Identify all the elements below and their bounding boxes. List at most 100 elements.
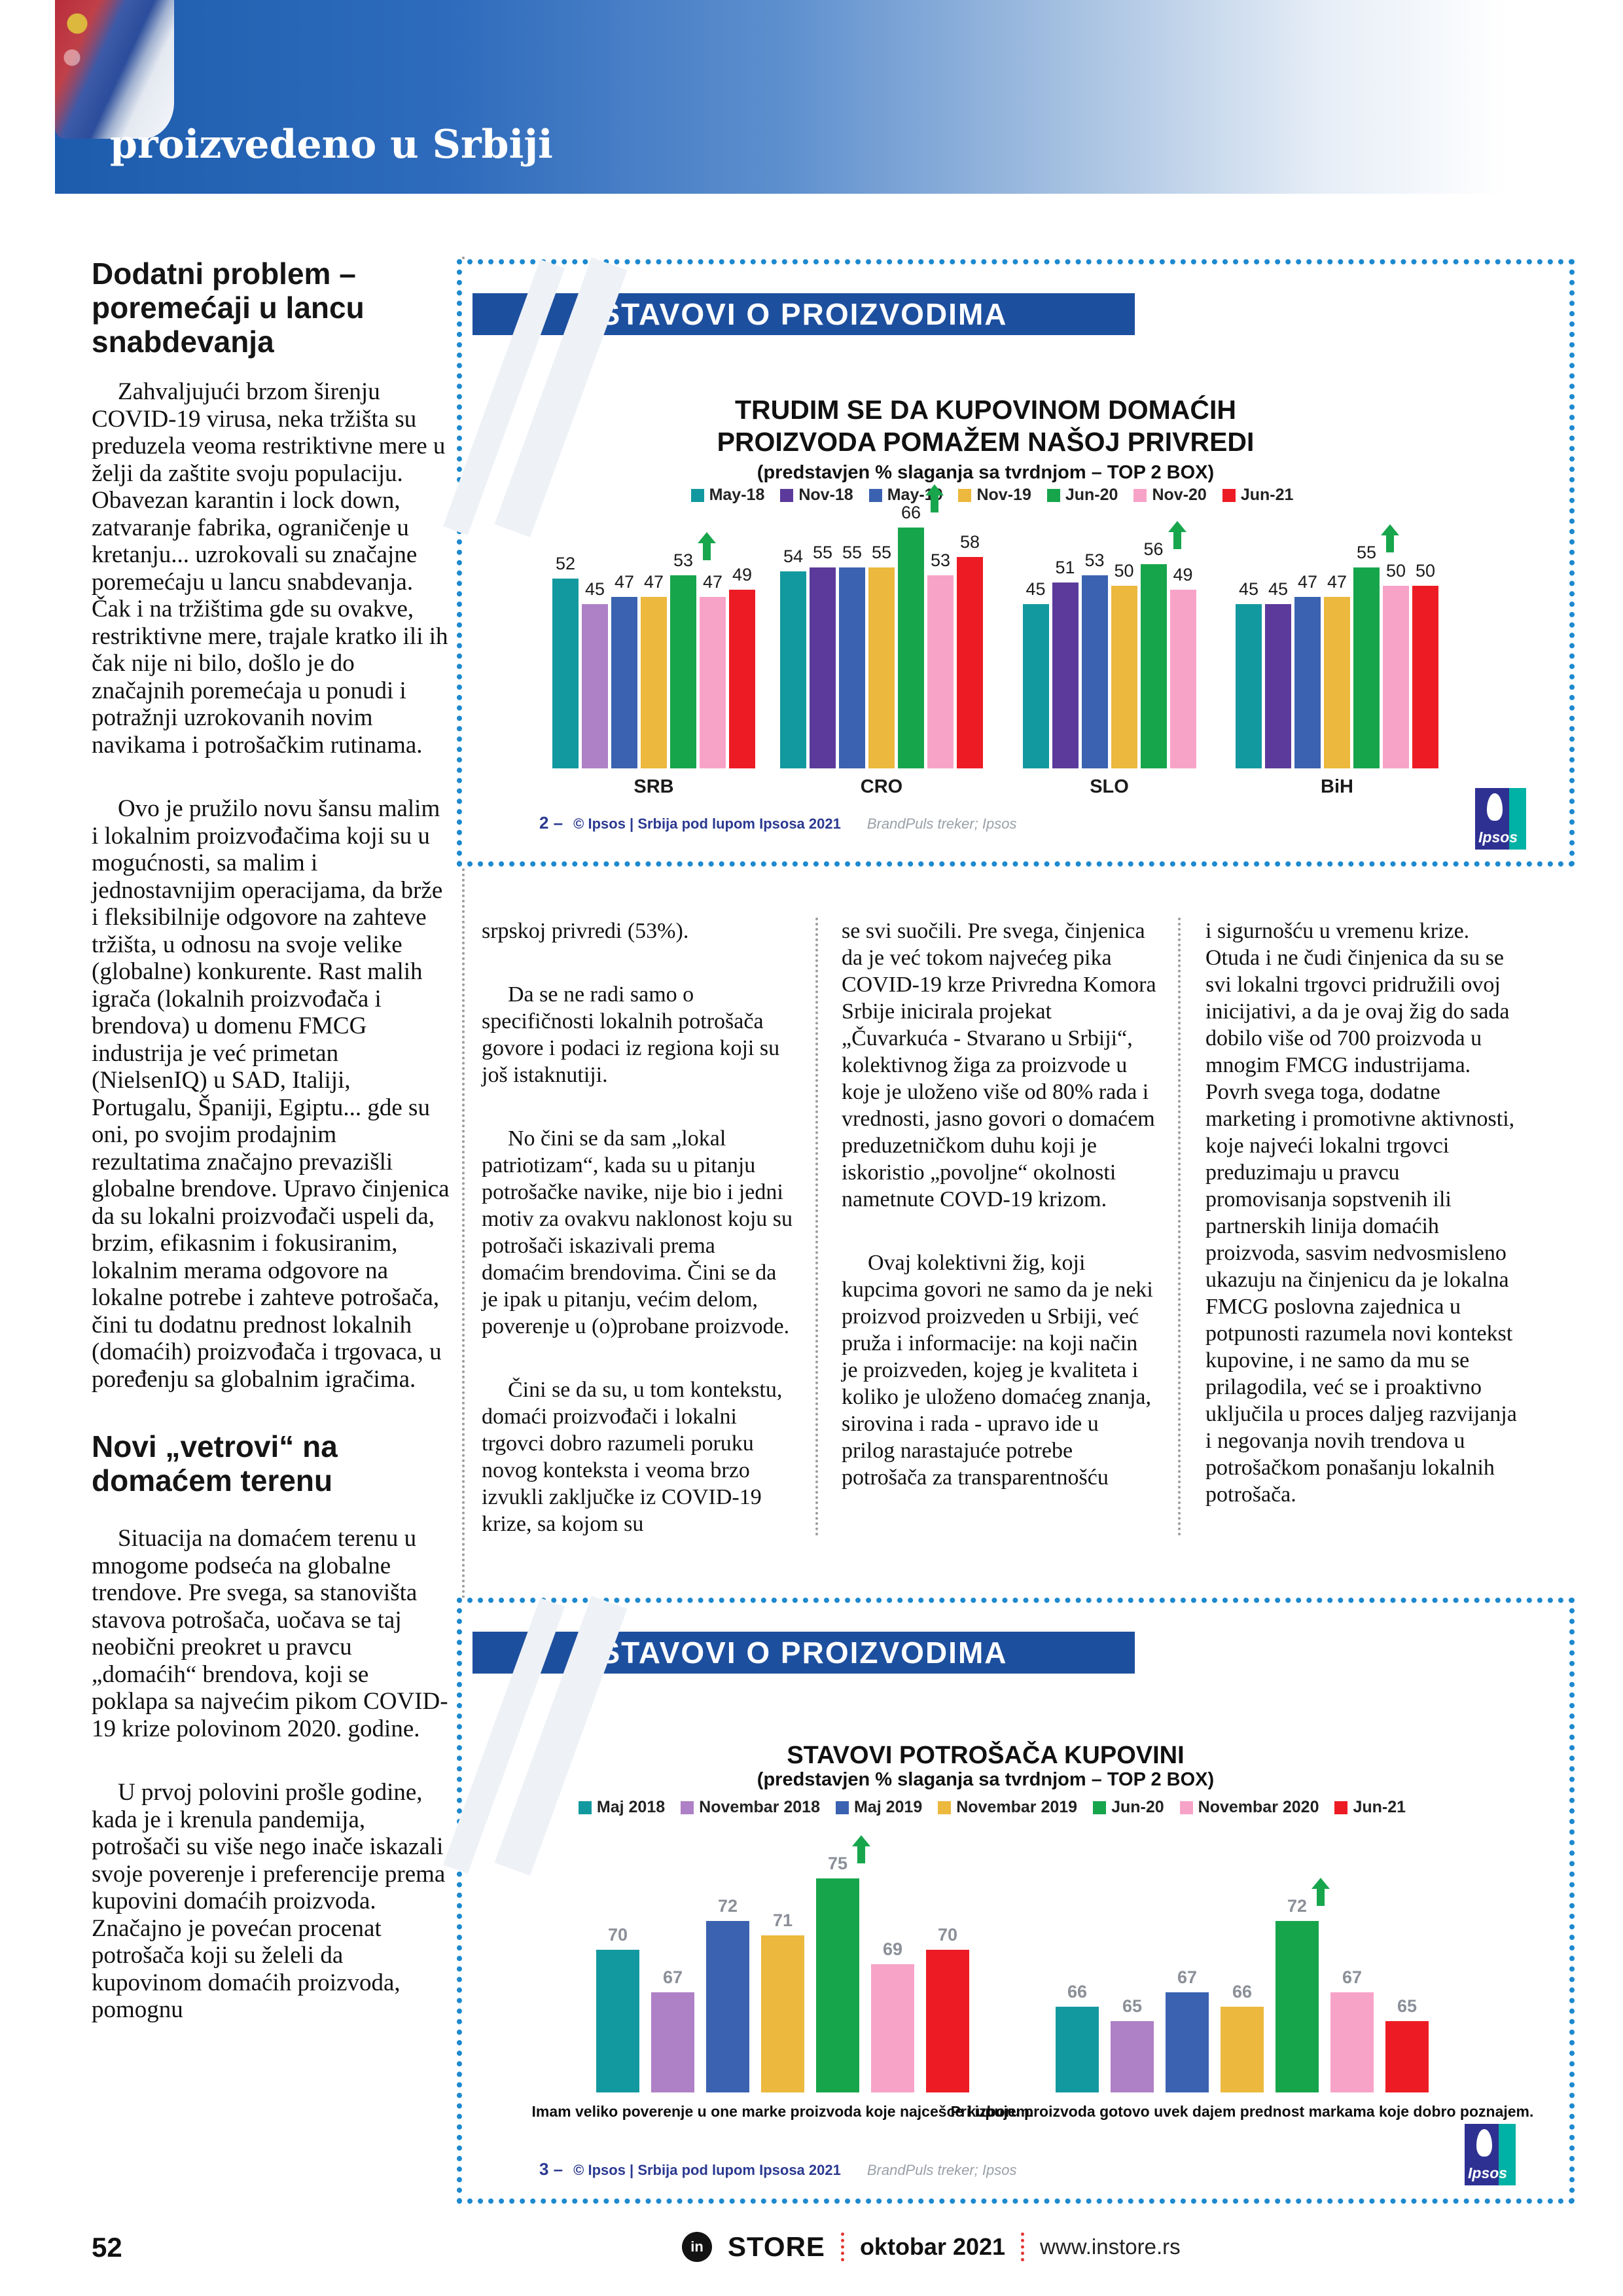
bar: 58: [957, 532, 983, 768]
ipsos-logo-figure-icon: [1476, 2129, 1492, 2157]
ipsos-logo-text: Ipsos: [1478, 829, 1518, 846]
bar: 50: [1111, 561, 1137, 768]
chart-source: BrandPuls treker; Ipsos: [866, 816, 1017, 832]
serbian-flag-image: [55, 0, 174, 139]
store-logo-text: STORE: [728, 2231, 825, 2262]
legend-label: Novembar 2019: [956, 1798, 1078, 1816]
bar: 55: [839, 543, 865, 768]
bar-value-label: 75: [827, 1854, 848, 1873]
bar: 72: [1275, 1878, 1330, 2092]
legend-swatch: [835, 1801, 849, 1814]
legend-swatch: [938, 1801, 952, 1814]
up-arrow-icon: [698, 531, 716, 560]
bar: 47: [700, 572, 726, 768]
ipsos-logo-teal-bar: [1509, 788, 1526, 850]
paragraph: U prvoj polovini prošle godine, kada je …: [92, 1779, 446, 2023]
legend-swatch: [958, 488, 972, 502]
bar-value-label: 51: [1055, 557, 1075, 577]
chart-title: TRUDIM SE DA KUPOVINOM DOMAĆIH PROIZVODA…: [717, 395, 1255, 457]
legend-swatch: [1046, 488, 1060, 502]
legend-item: Jun-20: [1046, 486, 1118, 505]
bar: 65: [1111, 1996, 1154, 2092]
bar: 49: [1169, 565, 1196, 768]
legend-label: Maj 2018: [596, 1798, 666, 1816]
legend-swatch: [1222, 488, 1236, 502]
chart-plot: 52 45 47 47 53 47 49 SRB 54 55 55 55 66 53 58 CRO 45 51 53…: [540, 476, 1451, 797]
paragraph: Ovaj kolektivni žig, koji kupcima govori…: [842, 1251, 1153, 1490]
bar: 55: [810, 543, 836, 768]
bar-value-label: 45: [584, 579, 605, 600]
category-label: SLO: [1090, 776, 1129, 797]
bar-value-label: 47: [643, 571, 664, 592]
bar-value-label: 67: [1342, 1967, 1363, 1988]
ipsos-logo: Ipsos: [1475, 788, 1526, 850]
legend-item: Nov-20: [1133, 486, 1207, 505]
paragraph: Zahvaljujući brzom širenju COVID-19 viru…: [92, 378, 448, 759]
paragraph: Situacija na domaćem terenu u mnogome po…: [92, 1525, 448, 1742]
legend-item: Novembar 2018: [681, 1798, 820, 1817]
chart-number: 2 –: [539, 813, 563, 833]
issue-date: oktobar 2021: [859, 2233, 1006, 2260]
chart-subtitle: (predstavjen % slaganja sa tvrdnjom – TO…: [757, 1769, 1215, 1790]
legend-swatch: [690, 488, 704, 502]
legend-swatch: [1179, 1801, 1193, 1814]
bar: 56: [1140, 520, 1186, 768]
ipsos-logo: Ipsos: [1465, 2124, 1516, 2185]
legend-swatch: [780, 488, 794, 502]
legend-label: Novembar 2020: [1198, 1798, 1319, 1816]
bar: 54: [780, 547, 806, 768]
bar: 45: [1236, 579, 1262, 768]
chart-box-stavovi-o-proizvodima-1: STAVOVI O PROIZVODIMA TRUDIM SE DA KUPOV…: [442, 257, 1575, 867]
bar: 53: [927, 550, 954, 768]
left-column: Dodatni problem – poremećaji u lancu sna…: [92, 257, 450, 2060]
text-column-b: se svi suočili. Pre svega, činjenica da …: [842, 918, 1157, 1528]
legend-label: May-18: [709, 486, 765, 504]
legend-item: Jun-21: [1334, 1798, 1406, 1817]
bar: 66: [1056, 1982, 1099, 2092]
category-label: Pri izboru proizvoda gotovo uvek dajem p…: [950, 2103, 1534, 2120]
bar: 45: [1022, 579, 1049, 768]
chart-copyright: © Ipsos | Srbija pod lupom Ipsosa 2021: [573, 816, 841, 832]
bar-group: 45 51 53 50 56 49 SLO: [995, 476, 1223, 797]
bar-value-label: 72: [717, 1896, 738, 1916]
text-column-c: i sigurnošću u vremenu krize. Otuda i ne…: [1205, 918, 1521, 1545]
bar-value-label: 55: [842, 543, 863, 563]
bar: 67: [1330, 1967, 1374, 2092]
bar-value-label: 49: [732, 564, 753, 584]
bar-value-label: 55: [1356, 543, 1377, 563]
bar-value-label: 45: [1026, 579, 1046, 600]
bar: 67: [651, 1967, 694, 2092]
legend-item: Novembar 2019: [938, 1798, 1077, 1817]
legend-swatch: [578, 1801, 592, 1814]
bar-value-label: 53: [1084, 550, 1105, 570]
bar-value-label: 58: [959, 531, 980, 552]
page-footer: 52 in STORE oktobar 2021 www.instore.rs: [92, 2229, 1531, 2265]
bar: 52: [552, 554, 579, 768]
legend-swatch: [1133, 488, 1147, 502]
footer-brand-group: in STORE oktobar 2021 www.instore.rs: [682, 2229, 1181, 2265]
up-arrow-icon: [1381, 524, 1399, 553]
paragraph: No čini se da sam „lokal patriotizam“, k…: [482, 1126, 793, 1338]
chart-footer: 3 – © Ipsos | Srbija pod lupom Ipsosa 20…: [539, 2159, 1017, 2179]
bar-value-label: 47: [614, 571, 635, 592]
paragraph: i sigurnošću u vremenu krize. Otuda i ne…: [1205, 919, 1517, 1507]
bar: 50: [1412, 561, 1438, 768]
paragraph: srpskoj privredi (53%).: [482, 919, 689, 943]
article-paragraph-block: Situacija na domaćem terenu u mnogome po…: [92, 1525, 450, 2024]
website-url: www.instore.rs: [1040, 2234, 1181, 2259]
legend-label: Novembar 2018: [699, 1798, 820, 1816]
bar-value-label: 47: [1297, 571, 1318, 592]
paragraph: Da se ne radi samo o specifičnosti lokal…: [482, 982, 780, 1087]
chart-legend: Maj 2018 Novembar 2018 Maj 2019 Novembar 20…: [462, 1798, 1522, 1817]
chart-subtitle: (predstavjen % slaganja sa tvrdnjom – TO…: [757, 462, 1215, 483]
legend-swatch: [1334, 1801, 1348, 1814]
legend-item: Jun-21: [1222, 486, 1293, 505]
bar-value-label: 70: [607, 1925, 628, 1945]
bar-value-label: 55: [812, 543, 833, 563]
footer-separator: [840, 2233, 844, 2261]
bar: 47: [641, 572, 667, 768]
legend-swatch: [868, 488, 882, 502]
bar-value-label: 54: [783, 546, 804, 566]
chart-number: 3 –: [539, 2159, 563, 2179]
bar-value-label: 50: [1415, 561, 1436, 581]
